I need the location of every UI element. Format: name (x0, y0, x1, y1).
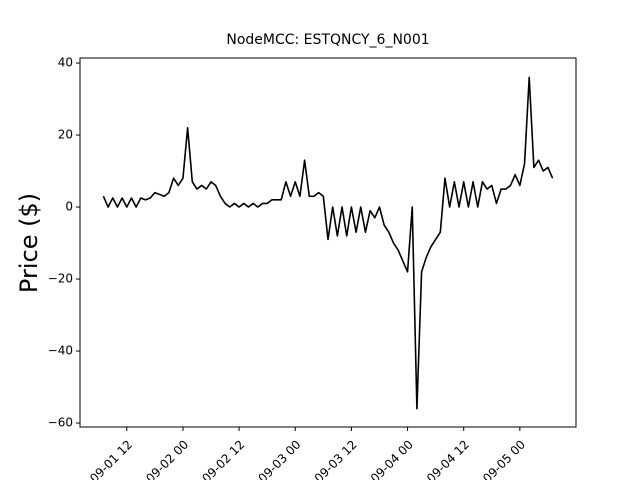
x-tick-label: 09-03 00 (256, 437, 304, 480)
x-tick-label: 09-02 12 (199, 437, 247, 480)
x-tick-label: 09-04 00 (368, 437, 416, 480)
y-tick-label: −40 (48, 344, 73, 358)
price-line (102, 76, 554, 410)
chart-title: NodeMCC: ESTQNCY_6_N001 (226, 32, 429, 48)
y-tick-label: 40 (58, 56, 73, 70)
x-tick-label: 09-02 00 (143, 437, 191, 480)
x-tick-label: 09-01 12 (87, 437, 135, 480)
x-tick-label: 09-05 00 (480, 437, 528, 480)
plot-frame (79, 57, 577, 428)
y-tick-label: −60 (48, 416, 73, 430)
y-tick-label: 0 (65, 200, 73, 214)
y-tick-label: −20 (48, 272, 73, 286)
x-tick-label: 09-04 12 (424, 437, 472, 480)
x-tick-label: 09-03 12 (312, 437, 360, 480)
y-tick-label: 20 (58, 128, 73, 142)
y-axis-label: Price ($) (15, 193, 43, 293)
